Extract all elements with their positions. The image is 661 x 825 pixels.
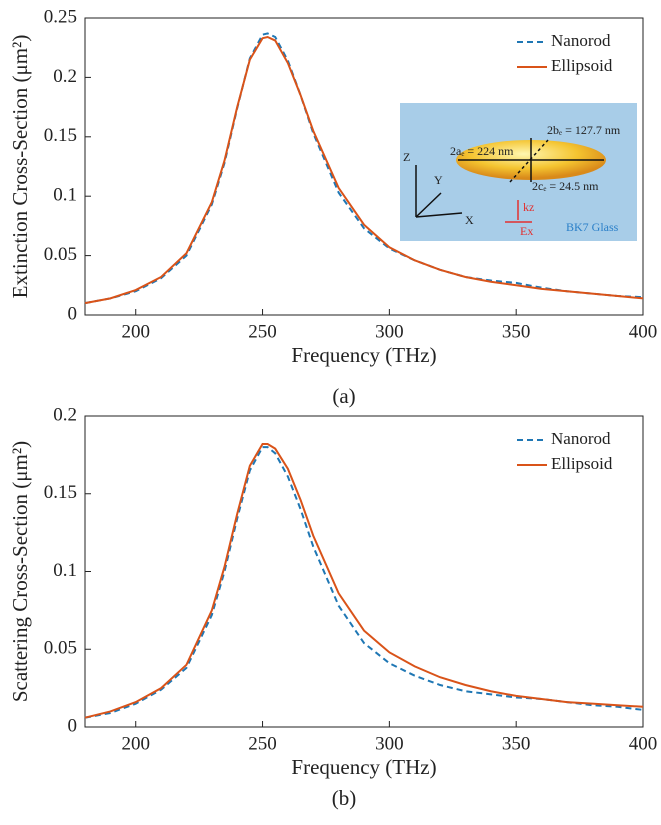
x-tick-label: 300 [375, 733, 404, 754]
x-tick-label: 200 [121, 321, 150, 342]
y-tick-label: 0.15 [44, 125, 77, 146]
inset-label: Ex [520, 224, 533, 238]
inset-label: 2bₑ = 127.7 nm [547, 123, 621, 137]
x-tick-label: 400 [629, 321, 658, 342]
series-line [84, 446, 644, 719]
caption: (a) [332, 384, 355, 408]
y-tick-label: 0.1 [53, 185, 77, 206]
x-axis-label: Frequency (THz) [291, 343, 436, 367]
y-axis-label: Scattering Cross-Section (μm²) [8, 441, 32, 702]
y-tick-label: 0 [68, 303, 78, 324]
x-axis-label: Frequency (THz) [291, 755, 436, 779]
caption: (b) [332, 786, 357, 810]
y-tick-label: 0.05 [44, 638, 77, 659]
series-line [84, 32, 644, 305]
legend-label: Nanorod [551, 31, 611, 50]
inset: Z Y X 2aₑ = 224 nm 2bₑ = 127.7 nm 2cₑ = … [400, 103, 637, 241]
x-tick-label: 200 [121, 733, 150, 754]
x-tick-label: 250 [248, 733, 277, 754]
y-tick-label: 0 [68, 715, 78, 736]
y-tick-label: 0.15 [44, 482, 77, 503]
legend-label: Ellipsoid [551, 454, 613, 473]
inset-label: X [465, 213, 474, 227]
y-tick-label: 0.2 [53, 66, 77, 87]
x-tick-label: 250 [248, 321, 277, 342]
inset-label: 2cₑ = 24.5 nm [532, 179, 599, 193]
legend-label: Ellipsoid [551, 56, 613, 75]
field-arrows [505, 200, 532, 223]
y-axis-label: Extinction Cross-Section (μm²) [8, 35, 32, 299]
inset-label: Z [403, 150, 410, 164]
y-tick-label: 0.1 [53, 560, 77, 581]
y-tick-label: 0.25 [44, 6, 77, 27]
inset-arrows [415, 138, 604, 218]
plot-frame [84, 17, 644, 316]
x-tick-label: 350 [502, 321, 531, 342]
inset-label: BK7 Glass [566, 220, 619, 234]
legend-label: Nanorod [551, 429, 611, 448]
x-tick-label: 400 [629, 733, 658, 754]
series-line [84, 35, 644, 305]
inset-label: kz [523, 200, 534, 214]
inset-label: Y [434, 173, 443, 187]
y-tick-label: 0.05 [44, 244, 77, 265]
y-tick-label: 0.2 [53, 404, 77, 425]
x-tick-label: 300 [375, 321, 404, 342]
series-line [84, 442, 644, 719]
inset-label: 2aₑ = 224 nm [450, 144, 514, 158]
x-tick-label: 350 [502, 733, 531, 754]
